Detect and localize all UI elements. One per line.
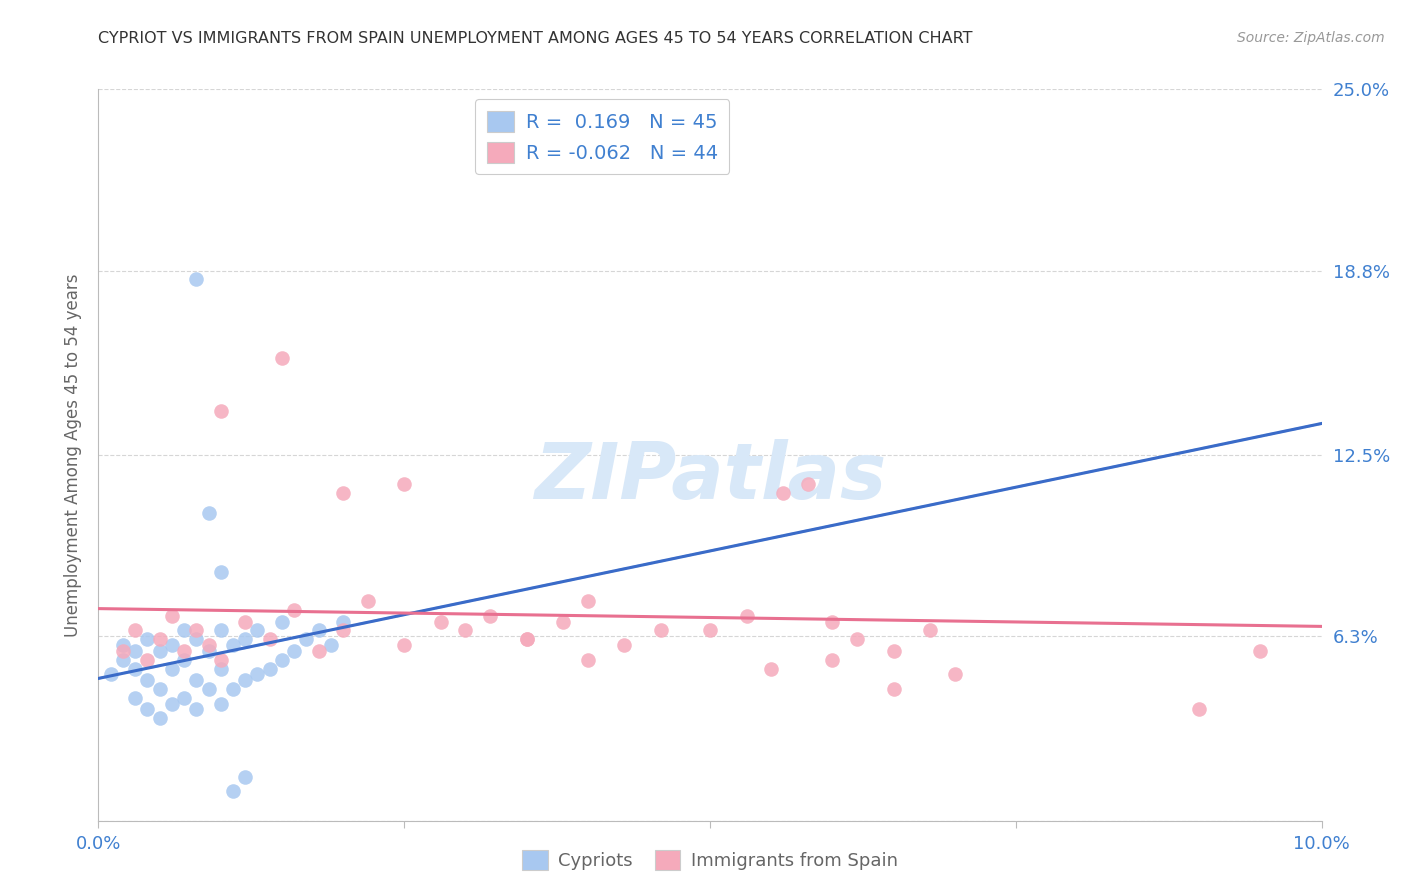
Point (883, 681, 905, 696)
Point (478, 608, 501, 623)
Point (111, 653, 134, 667)
Point (186, 272, 208, 286)
Point (270, 653, 292, 667)
Point (209, 653, 232, 667)
Point (149, 632, 172, 647)
Point (124, 644, 146, 658)
Text: CYPRIOT VS IMMIGRANTS FROM SPAIN UNEMPLOYMENT AMONG AGES 45 TO 54 YEARS CORRELAT: CYPRIOT VS IMMIGRANTS FROM SPAIN UNEMPLO… (98, 31, 973, 46)
Point (111, 638, 134, 652)
Point (160, 608, 183, 623)
Point (1249, 644, 1271, 658)
Point (197, 638, 219, 652)
Point (149, 711, 172, 725)
Point (516, 632, 538, 647)
Point (821, 653, 844, 667)
Point (136, 653, 159, 667)
Point (233, 632, 256, 647)
Point (735, 608, 758, 623)
Point (160, 638, 183, 652)
Point (197, 681, 219, 696)
Point (149, 644, 172, 658)
Point (173, 624, 195, 638)
Point (430, 615, 453, 629)
Point (920, 624, 942, 638)
Point (136, 702, 159, 716)
Point (222, 638, 245, 652)
Point (233, 673, 256, 688)
Point (270, 351, 292, 366)
Point (576, 594, 599, 608)
Point (186, 624, 208, 638)
Y-axis label: Unemployment Among Ages 45 to 54 years: Unemployment Among Ages 45 to 54 years (65, 273, 83, 637)
Point (209, 624, 232, 638)
Point (392, 638, 416, 652)
Point (553, 615, 575, 629)
Point (259, 632, 281, 647)
Point (332, 624, 354, 638)
Point (209, 661, 232, 675)
Point (308, 644, 330, 658)
Point (124, 690, 146, 705)
Point (149, 681, 172, 696)
Point (772, 486, 794, 500)
Point (173, 653, 195, 667)
Point (759, 661, 782, 675)
Point (650, 624, 672, 638)
Point (222, 784, 245, 798)
Point (845, 632, 868, 647)
Point (209, 404, 232, 418)
Point (186, 673, 208, 688)
Point (209, 697, 232, 711)
Point (111, 644, 134, 658)
Point (186, 632, 208, 647)
Point (516, 632, 538, 647)
Point (1188, 702, 1211, 716)
Point (392, 477, 416, 491)
Point (883, 644, 905, 658)
Point (173, 644, 195, 658)
Point (124, 661, 146, 675)
Point (821, 615, 844, 629)
Point (295, 632, 318, 647)
Point (136, 673, 159, 688)
Point (283, 644, 305, 658)
Point (233, 615, 256, 629)
Point (576, 653, 599, 667)
Legend: Cypriots, Immigrants from Spain: Cypriots, Immigrants from Spain (515, 843, 905, 878)
Point (259, 661, 281, 675)
Point (319, 638, 342, 652)
Point (246, 667, 269, 681)
Point (332, 486, 354, 500)
Point (209, 565, 232, 579)
Point (332, 615, 354, 629)
Point (136, 632, 159, 647)
Point (233, 770, 256, 784)
Point (197, 644, 219, 658)
Point (246, 624, 269, 638)
Point (124, 624, 146, 638)
Point (197, 507, 219, 521)
Point (308, 624, 330, 638)
Point (173, 690, 195, 705)
Point (699, 624, 721, 638)
Text: Source: ZipAtlas.com: Source: ZipAtlas.com (1237, 31, 1385, 45)
Point (283, 603, 305, 617)
Point (270, 615, 292, 629)
Point (160, 697, 183, 711)
Point (186, 702, 208, 716)
Point (100, 667, 122, 681)
Point (222, 681, 245, 696)
Point (797, 477, 820, 491)
Point (943, 667, 966, 681)
Point (160, 661, 183, 675)
Point (613, 638, 636, 652)
Point (356, 594, 378, 608)
Point (454, 624, 477, 638)
Text: ZIPatlas: ZIPatlas (534, 439, 886, 515)
